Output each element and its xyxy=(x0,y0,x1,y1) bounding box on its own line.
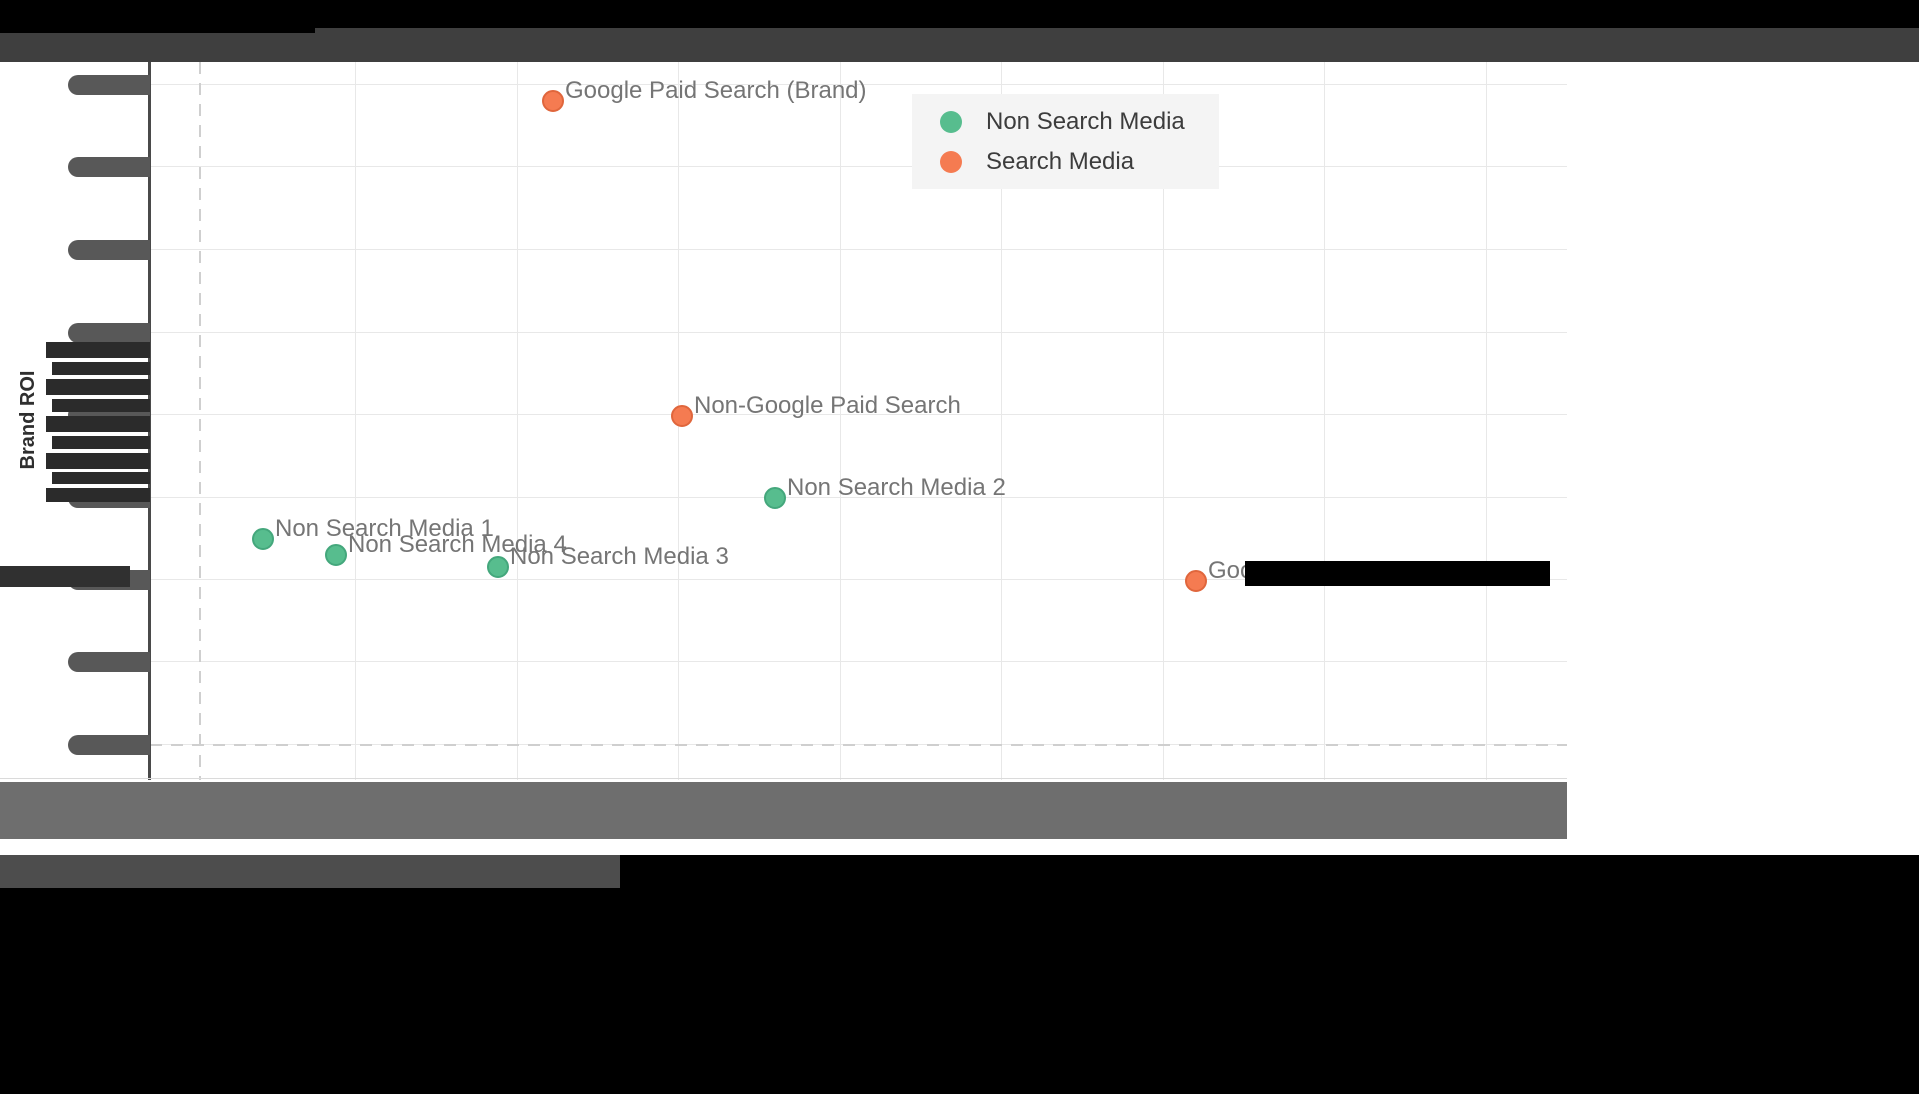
data-point-label: Non Search Media 3 xyxy=(510,543,729,570)
legend-label: Search Media xyxy=(986,147,1135,175)
data-point[interactable] xyxy=(764,487,786,509)
data-point[interactable] xyxy=(252,528,274,550)
legend-label: Non Search Media xyxy=(986,107,1185,135)
redacted-footer-bar xyxy=(0,855,620,888)
redacted-axis-title-bar xyxy=(52,436,150,449)
redacted-axis-title-bar xyxy=(52,399,150,412)
x-axis-line xyxy=(0,778,1567,779)
data-point-label: Non-Google Paid Search xyxy=(694,392,961,419)
redacted-axis-title-bar xyxy=(52,362,150,375)
h-gridline xyxy=(150,661,1567,662)
redacted-tick-label xyxy=(68,652,150,672)
v-gridline xyxy=(1486,62,1487,780)
redacted-axis-title-bar xyxy=(46,342,150,358)
data-point[interactable] xyxy=(542,90,564,112)
redacted-axis-title-bar xyxy=(46,453,150,469)
vertical-dashed-reference-line xyxy=(199,62,201,780)
data-point-label: Non Search Media 1 xyxy=(275,515,494,542)
v-gridline xyxy=(1324,62,1325,780)
data-point-label: Non Search Media 2 xyxy=(787,474,1006,501)
redacted-tick-label xyxy=(68,735,150,755)
toolbar-bar xyxy=(0,28,1919,62)
redacted-tick-label xyxy=(68,323,150,343)
h-gridline xyxy=(150,166,1567,167)
data-point[interactable] xyxy=(1185,570,1207,592)
legend-item-non-search-media[interactable]: Non Search Media xyxy=(912,103,1219,141)
redacted-tick-label xyxy=(68,157,150,177)
data-point[interactable] xyxy=(671,405,693,427)
data-point[interactable] xyxy=(487,556,509,578)
redacted-title-block xyxy=(0,0,315,33)
h-gridline xyxy=(150,414,1567,415)
h-gridline xyxy=(150,84,1567,85)
redacted-axis-title-bar xyxy=(46,488,150,502)
data-point-label: Non Search Media 4 xyxy=(348,531,567,558)
redacted-axis-title-bar xyxy=(46,379,150,395)
redacted-point-label-bar xyxy=(1245,561,1550,586)
h-gridline xyxy=(150,579,1567,580)
redacted-x-axis-label-band xyxy=(0,782,1567,839)
legend-dot-search-media xyxy=(940,150,962,173)
redacted-left-edge-bar xyxy=(0,566,130,587)
legend: Non Search Media Search Media xyxy=(912,94,1219,189)
v-gridline xyxy=(517,62,518,780)
v-gridline xyxy=(1001,62,1002,780)
data-point[interactable] xyxy=(325,544,347,566)
v-gridline xyxy=(355,62,356,780)
h-gridline xyxy=(150,249,1567,250)
v-gridline xyxy=(840,62,841,780)
redacted-tick-label xyxy=(68,75,150,95)
horizontal-dashed-reference-line xyxy=(150,744,1567,746)
legend-dot-non-search-media xyxy=(940,110,962,133)
h-gridline xyxy=(150,332,1567,333)
redacted-header-bar xyxy=(0,0,1919,28)
redacted-footer-block xyxy=(0,855,1919,1094)
y-axis-title: Brand ROI xyxy=(17,370,39,470)
legend-item-search-media[interactable]: Search Media xyxy=(912,143,1219,181)
h-gridline xyxy=(150,497,1567,498)
v-gridline xyxy=(1163,62,1164,780)
redacted-axis-title-bar xyxy=(52,472,150,484)
data-point-label: Google Paid Search (Brand) xyxy=(565,77,867,104)
redacted-axis-title-bar xyxy=(46,416,150,432)
redacted-tick-label xyxy=(68,240,150,260)
